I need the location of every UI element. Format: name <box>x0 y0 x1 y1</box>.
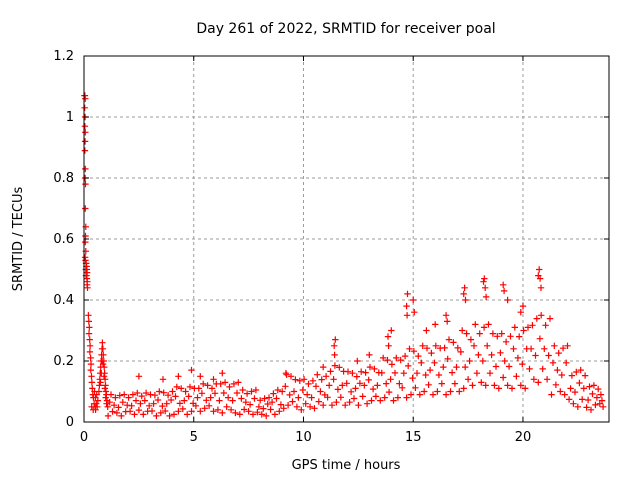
y-axis-label: SRMTID / TECUs <box>11 187 26 292</box>
y-tick-label: 0.4 <box>53 293 74 308</box>
y-tick-label: 1 <box>66 110 74 125</box>
y-tick-label: 0.8 <box>53 171 74 186</box>
y-tick-label: 0.2 <box>53 354 74 369</box>
x-tick-label: 10 <box>295 430 312 445</box>
x-axis-label: GPS time / hours <box>292 458 401 473</box>
x-tick-label: 5 <box>190 430 198 445</box>
data-points <box>81 92 607 420</box>
y-tick-label: 0.6 <box>53 232 74 247</box>
x-tick-label: 20 <box>515 430 532 445</box>
chart-title: Day 261 of 2022, SRMTID for receiver poa… <box>196 21 495 37</box>
gridlines <box>84 56 609 422</box>
y-tick-label: 0 <box>66 415 74 430</box>
axis-ticks <box>83 55 609 423</box>
x-tick-label: 15 <box>405 430 422 445</box>
tick-labels: 0 5 10 15 20 0 0.2 0.4 0.6 0.8 1 1.2 <box>53 49 531 445</box>
x-tick-label: 0 <box>80 430 88 445</box>
y-tick-label: 1.2 <box>53 49 74 64</box>
scatter-series <box>81 92 607 420</box>
